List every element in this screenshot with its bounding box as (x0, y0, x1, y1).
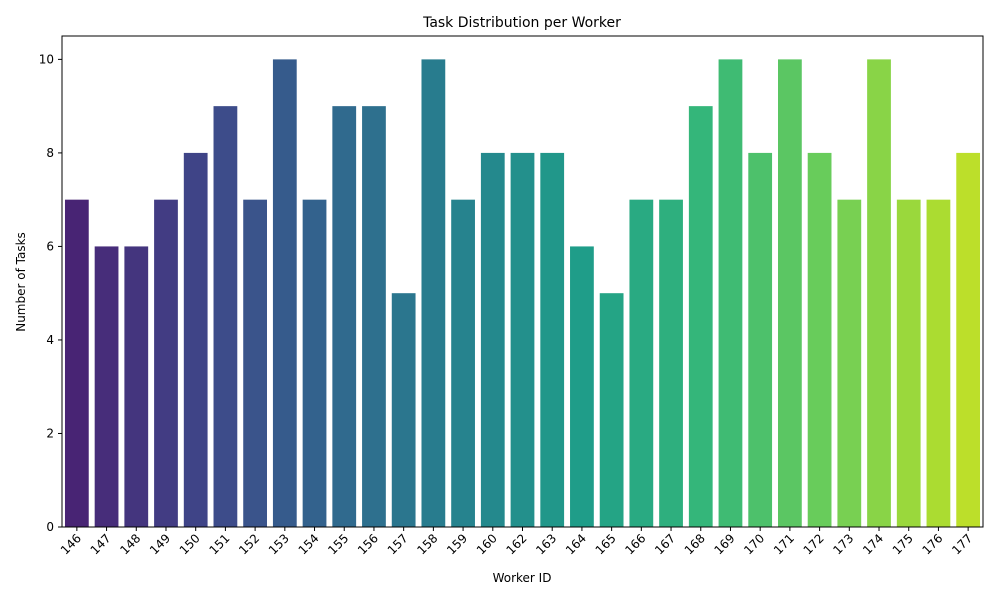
bar-152 (243, 199, 267, 527)
x-tick-label: 168 (682, 531, 708, 557)
x-tick-label: 175 (890, 531, 916, 557)
bar-151 (213, 106, 238, 528)
x-tick-label: 163 (533, 531, 559, 557)
x-tick-label: 162 (504, 531, 530, 557)
y-tick-label: 10 (39, 52, 54, 66)
x-tick-label: 167 (652, 531, 678, 557)
bar-158 (421, 59, 446, 527)
x-tick-label: 147 (88, 531, 114, 557)
bar-175 (896, 199, 921, 527)
x-tick-label: 156 (355, 531, 381, 557)
x-tick-label: 160 (474, 531, 500, 557)
y-tick-label: 8 (46, 146, 54, 160)
bars-group (64, 59, 981, 528)
bar-165 (599, 293, 624, 527)
bar-160 (480, 152, 505, 527)
x-tick-label: 146 (58, 531, 84, 557)
bar-154 (302, 199, 327, 527)
x-tick-label: 173 (830, 531, 856, 557)
bar-153 (272, 59, 297, 527)
bar-177 (956, 152, 981, 527)
bar-157 (391, 293, 416, 527)
bar-166 (629, 199, 654, 527)
x-tick-label: 170 (741, 531, 767, 557)
bar-150 (183, 152, 208, 527)
bar-171 (778, 59, 802, 527)
y-tick-label: 0 (46, 520, 54, 534)
x-tick-label: 153 (266, 531, 292, 557)
bar-168 (688, 106, 713, 528)
x-tick-label: 148 (117, 531, 143, 557)
bar-176 (926, 199, 951, 527)
bar-174 (867, 59, 891, 527)
bar-147 (94, 246, 119, 527)
x-tick-label: 171 (771, 531, 797, 557)
bar-146 (64, 199, 89, 527)
x-tick-label: 154 (296, 531, 322, 557)
x-tick-label: 150 (177, 531, 203, 557)
x-tick-label: 166 (622, 531, 648, 557)
y-tick-label: 6 (46, 239, 54, 253)
bar-170 (748, 152, 773, 527)
x-tick-label: 151 (206, 531, 232, 557)
bar-159 (451, 199, 475, 527)
x-axis-title: Worker ID (493, 571, 552, 585)
x-tick-label: 164 (563, 531, 589, 557)
x-tick-label: 158 (414, 531, 440, 557)
x-tick-label: 174 (860, 531, 886, 557)
x-tick-label: 157 (385, 531, 411, 557)
x-tick-label: 177 (949, 531, 975, 557)
x-tick-label: 172 (801, 531, 827, 557)
bar-148 (124, 246, 149, 527)
x-tick-label: 159 (444, 531, 470, 557)
bar-164 (570, 246, 594, 527)
plot-frame (61, 35, 984, 528)
x-tick-label: 169 (711, 531, 737, 557)
bar-173 (837, 199, 862, 527)
x-tick-label: 155 (325, 531, 351, 557)
bar-149 (154, 199, 178, 527)
y-axis: 0 2 4 6 8 10 (39, 52, 62, 534)
x-tick-label: 176 (919, 531, 945, 557)
x-tick-label: 152 (236, 531, 262, 557)
chart-title: Task Distribution per Worker (422, 15, 621, 31)
y-tick-label: 2 (46, 426, 54, 440)
bar-172 (807, 152, 832, 527)
bar-167 (659, 199, 683, 527)
bar-155 (332, 106, 357, 528)
bar-163 (540, 152, 565, 527)
x-tick-label: 165 (593, 531, 619, 557)
x-tick-label: 149 (147, 531, 173, 557)
y-axis-title: Number of Tasks (14, 232, 28, 332)
x-axis: 146 147 148 149 150 151 152 153 154 155 156 157 158 1… (58, 527, 975, 557)
y-tick-label: 4 (46, 333, 54, 347)
bar-162 (510, 152, 535, 527)
bar-156 (362, 106, 386, 528)
bar-169 (718, 59, 743, 527)
